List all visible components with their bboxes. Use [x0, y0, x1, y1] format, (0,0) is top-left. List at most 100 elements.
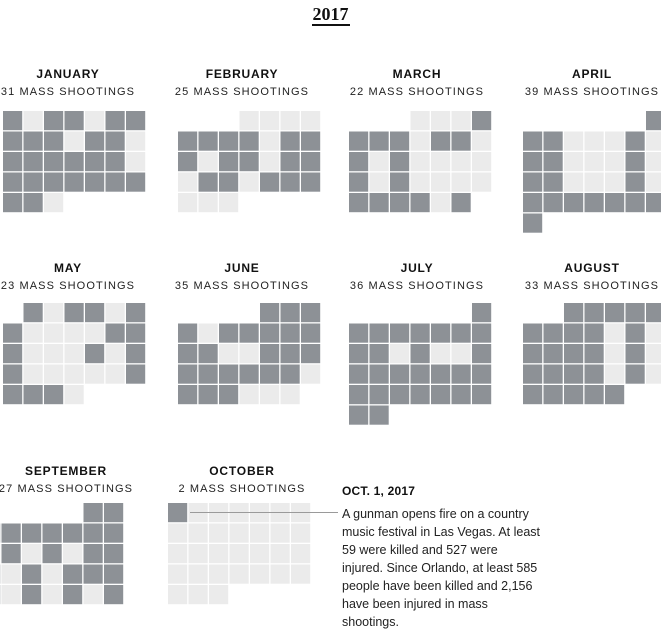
day-cell-june-21: [239, 364, 259, 384]
day-cell-february-4: [301, 111, 321, 131]
day-cell-october-24: [209, 564, 229, 584]
day-cell-august-26: [646, 364, 661, 384]
day-cell-september-13: [42, 544, 62, 564]
day-cell-september-9: [104, 523, 124, 543]
day-cell-september-15: [83, 544, 103, 564]
day-cell-june-20: [219, 364, 239, 384]
day-cell-june-8: [260, 323, 280, 343]
day-cell-may-23: [44, 364, 64, 384]
day-cell-january-4: [64, 111, 84, 131]
month-label-may: MAY 23 MASS SHOOTINGS: [0, 261, 143, 292]
day-cell-july-5: [410, 323, 430, 343]
day-cell-april-27: [605, 193, 625, 213]
day-cell-october-19: [250, 544, 270, 564]
day-cell-april-22: [646, 172, 661, 192]
month-shooting-count: 23 MASS SHOOTINGS: [0, 280, 136, 292]
day-cell-june-13: [219, 344, 239, 364]
day-cell-april-2: [523, 131, 543, 151]
day-cell-april-15: [646, 152, 661, 172]
day-cell-october-21: [291, 544, 311, 564]
day-cell-april-21: [625, 172, 645, 192]
day-cell-august-25: [625, 364, 645, 384]
day-cell-may-7: [3, 323, 23, 343]
day-cell-may-31: [64, 385, 84, 405]
day-cell-june-1: [260, 303, 280, 323]
day-cell-january-2: [23, 111, 43, 131]
day-cell-march-22: [410, 172, 430, 192]
day-cell-may-15: [23, 344, 43, 364]
day-cell-april-17: [543, 172, 563, 192]
day-cell-april-14: [625, 152, 645, 172]
day-cell-april-28: [625, 193, 645, 213]
month-label-january: JANUARY 31 MASS SHOOTINGS: [0, 67, 143, 98]
day-cell-january-3: [44, 111, 64, 131]
day-cell-july-1: [472, 303, 492, 323]
day-cell-june-15: [260, 344, 280, 364]
day-cell-may-11: [85, 323, 105, 343]
day-cell-march-3: [451, 111, 471, 131]
day-cell-june-26: [198, 385, 218, 405]
day-cell-january-14: [126, 131, 146, 151]
day-cell-august-16: [584, 344, 604, 364]
day-cell-april-1: [646, 111, 661, 131]
calendar-grid-june: [178, 303, 321, 405]
day-cell-march-9: [431, 131, 451, 151]
day-cell-may-4: [85, 303, 105, 323]
day-cell-february-9: [260, 131, 280, 151]
day-cell-june-12: [198, 344, 218, 364]
day-cell-march-31: [451, 193, 471, 213]
day-cell-june-6: [219, 323, 239, 343]
day-cell-august-10: [605, 323, 625, 343]
year-label: 2017: [311, 4, 350, 26]
day-cell-october-8: [168, 523, 188, 543]
month-label-september: SEPTEMBER 27 MASS SHOOTINGS: [0, 464, 141, 495]
day-cell-august-21: [543, 364, 563, 384]
day-cell-august-28: [543, 385, 563, 405]
day-cell-february-2: [260, 111, 280, 131]
day-cell-may-22: [23, 364, 43, 384]
day-cell-september-30: [104, 585, 124, 605]
annotation-connector-line: [190, 512, 338, 513]
day-cell-august-13: [523, 344, 543, 364]
calendar-grid-july: [349, 303, 492, 425]
month-shooting-count: 2 MASS SHOOTINGS: [178, 483, 306, 495]
day-cell-february-11: [301, 131, 321, 151]
day-cell-july-25: [390, 385, 410, 405]
day-cell-february-27: [198, 193, 218, 213]
day-cell-march-8: [410, 131, 430, 151]
day-cell-june-10: [301, 323, 321, 343]
day-cell-september-25: [1, 585, 21, 605]
day-cell-september-7: [63, 523, 83, 543]
day-cell-february-13: [198, 152, 218, 172]
annotation: OCT. 1, 2017 A gunman opens fire on a co…: [342, 484, 542, 631]
day-cell-may-6: [126, 303, 146, 323]
day-cell-july-17: [369, 364, 389, 384]
day-cell-may-1: [23, 303, 43, 323]
day-cell-february-7: [219, 131, 239, 151]
month-name: SEPTEMBER: [25, 464, 107, 478]
day-cell-august-19: [646, 344, 661, 364]
month-label-july: JULY 36 MASS SHOOTINGS: [342, 261, 492, 292]
day-cell-february-3: [280, 111, 300, 131]
month-name: MAY: [54, 261, 82, 275]
day-cell-october-20: [270, 544, 290, 564]
day-cell-march-17: [451, 152, 471, 172]
day-cell-january-20: [105, 152, 125, 172]
month-name: OCTOBER: [209, 464, 275, 478]
day-cell-july-6: [431, 323, 451, 343]
annotation-date: OCT. 1, 2017: [342, 484, 416, 498]
day-cell-may-2: [44, 303, 64, 323]
day-cell-january-15: [3, 152, 23, 172]
day-cell-july-21: [451, 364, 471, 384]
day-cell-july-26: [410, 385, 430, 405]
day-cell-october-23: [188, 564, 208, 584]
day-cell-june-28: [239, 385, 259, 405]
day-cell-april-18: [564, 172, 584, 192]
month-name: AUGUST: [564, 261, 620, 275]
day-cell-june-14: [239, 344, 259, 364]
day-cell-june-2: [280, 303, 300, 323]
day-cell-september-8: [83, 523, 103, 543]
day-cell-may-29: [23, 385, 43, 405]
day-cell-october-11: [229, 523, 249, 543]
day-cell-march-14: [390, 152, 410, 172]
